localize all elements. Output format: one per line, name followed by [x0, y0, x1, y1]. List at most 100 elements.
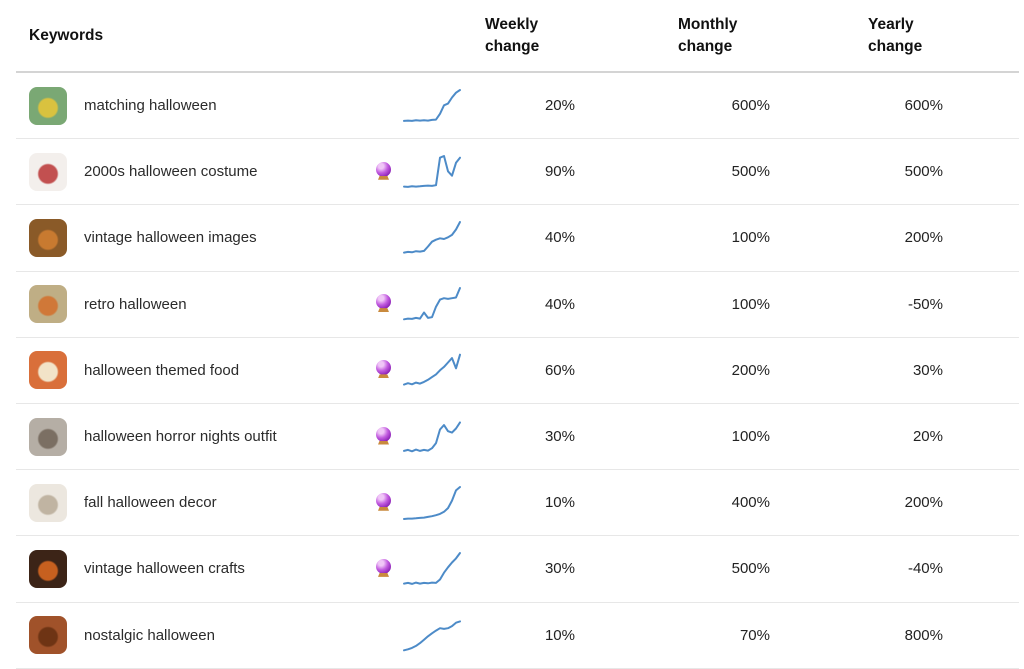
- weekly-change-value: 90%: [544, 163, 575, 181]
- keyword-label: vintage halloween crafts: [84, 560, 245, 578]
- keyword-cell: retro halloween: [29, 285, 375, 324]
- keyword-label: retro halloween: [84, 295, 187, 313]
- weekly-change-value: 30%: [544, 560, 575, 578]
- yearly-change-value: 500%: [904, 163, 943, 181]
- monthly-change-value: 100%: [731, 428, 770, 446]
- yearly-change-value: -50%: [907, 295, 943, 313]
- monthly-change-value: 600%: [731, 97, 770, 115]
- table-row[interactable]: halloween themed food 60% 200% 30%: [16, 338, 1019, 404]
- keyword-label: halloween themed food: [84, 361, 240, 379]
- crystal-ball-base: [378, 175, 389, 180]
- keyword-label: fall halloween decor: [84, 494, 217, 512]
- keyword-cell: nostalgic halloween: [29, 616, 375, 655]
- keyword-thumbnail: [29, 417, 67, 456]
- trend-cell: [375, 152, 470, 192]
- keyword-label: matching halloween: [84, 97, 217, 115]
- crystal-ball-sphere: [376, 492, 391, 508]
- trend-cell: [375, 284, 470, 324]
- monthly-change-column-header: Monthly change: [678, 15, 738, 55]
- table-row[interactable]: vintage halloween crafts 30% 500% -40%: [16, 536, 1019, 603]
- keywords-table: Keywords Weekly change Monthly change Ye…: [16, 0, 1019, 669]
- yearly-change-value: 20%: [912, 428, 943, 446]
- keyword-cell: vintage halloween images: [29, 218, 375, 257]
- table-body: matching halloween 20% 600% 600% 2000s h…: [16, 73, 1019, 669]
- monthly-change-value: 100%: [731, 295, 770, 313]
- keyword-cell: vintage halloween crafts: [29, 549, 375, 588]
- table-row[interactable]: matching halloween 20% 600% 600%: [16, 73, 1019, 140]
- trend-cell: [375, 615, 470, 655]
- table-row[interactable]: halloween horror nights outfit 30% 100% …: [16, 404, 1019, 471]
- weekly-change-value: 40%: [544, 295, 575, 313]
- keyword-cell: fall halloween decor: [29, 483, 375, 522]
- yearly-change-value: 600%: [904, 97, 943, 115]
- keyword-cell: halloween horror nights outfit: [29, 417, 375, 456]
- weekly-change-value: 40%: [544, 229, 575, 247]
- trend-sparkline: [403, 154, 461, 188]
- keyword-cell: matching halloween: [29, 86, 375, 125]
- keywords-column-header: Keywords: [29, 26, 104, 44]
- keyword-thumbnail: [29, 218, 67, 257]
- keyword-cell: halloween themed food: [29, 351, 375, 390]
- weekly-change-value: 60%: [544, 361, 575, 379]
- crystal-ball-sphere: [376, 161, 391, 177]
- trend-sparkline: [403, 551, 461, 585]
- keyword-label: halloween horror nights outfit: [84, 428, 277, 446]
- trend-sparkline: [403, 287, 461, 321]
- trend-cell: [375, 417, 470, 457]
- table-row[interactable]: nostalgic halloween 10% 70% 800%: [16, 603, 1019, 669]
- crystal-ball-icon: [375, 426, 392, 447]
- trend-cell: [375, 350, 470, 390]
- crystal-ball-sphere: [376, 426, 391, 442]
- keyword-thumbnail: [29, 616, 67, 655]
- trend-cell: [375, 549, 470, 589]
- keyword-thumbnail: [29, 351, 67, 390]
- crystal-ball-base: [378, 506, 389, 511]
- crystal-ball-icon: [375, 360, 392, 380]
- monthly-change-value: 200%: [731, 361, 770, 379]
- monthly-change-value: 500%: [731, 560, 770, 578]
- trend-cell: [375, 483, 470, 523]
- keyword-cell: 2000s halloween costume: [29, 152, 375, 191]
- keyword-thumbnail: [29, 285, 67, 324]
- yearly-change-value: 200%: [904, 494, 943, 512]
- table-row[interactable]: retro halloween 40% 100% -50%: [16, 272, 1019, 338]
- trend-sparkline: [403, 620, 461, 652]
- keyword-label: 2000s halloween costume: [84, 163, 258, 181]
- monthly-change-value: 70%: [739, 626, 770, 644]
- trend-sparkline: [403, 420, 461, 452]
- yearly-change-column-header: Yearly change: [868, 15, 923, 55]
- table-row[interactable]: 2000s halloween costume 90% 500% 500%: [16, 139, 1019, 206]
- yearly-change-value: 200%: [904, 229, 943, 247]
- crystal-ball-icon: [375, 294, 392, 314]
- crystal-ball-base: [378, 440, 389, 445]
- weekly-change-value: 20%: [544, 97, 575, 115]
- trend-sparkline: [403, 88, 461, 122]
- crystal-ball-sphere: [376, 558, 391, 574]
- monthly-change-value: 500%: [731, 163, 770, 181]
- keyword-label: nostalgic halloween: [84, 626, 215, 644]
- weekly-change-value: 10%: [544, 626, 575, 644]
- keyword-label: vintage halloween images: [84, 229, 257, 247]
- trend-cell: [375, 86, 470, 126]
- crystal-ball-icon: [375, 558, 392, 579]
- monthly-change-value: 400%: [731, 494, 770, 512]
- trend-sparkline: [403, 354, 461, 386]
- table-row[interactable]: fall halloween decor 10% 400% 200%: [16, 470, 1019, 537]
- monthly-change-value: 100%: [731, 229, 770, 247]
- yearly-change-value: -40%: [907, 560, 943, 578]
- table-header-row: Keywords Weekly change Monthly change Ye…: [16, 0, 1019, 73]
- keyword-thumbnail: [29, 86, 67, 125]
- keyword-thumbnail: [29, 152, 67, 191]
- trend-sparkline: [403, 220, 461, 254]
- crystal-ball-base: [378, 308, 389, 313]
- weekly-change-value: 30%: [544, 428, 575, 446]
- table-row[interactable]: vintage halloween images 40% 100% 200%: [16, 205, 1019, 272]
- crystal-ball-icon: [375, 161, 392, 182]
- trend-cell: [375, 218, 470, 258]
- crystal-ball-sphere: [376, 360, 391, 376]
- crystal-ball-icon: [375, 492, 392, 513]
- crystal-ball-sphere: [376, 294, 391, 310]
- weekly-change-value: 10%: [544, 494, 575, 512]
- keyword-thumbnail: [29, 483, 67, 522]
